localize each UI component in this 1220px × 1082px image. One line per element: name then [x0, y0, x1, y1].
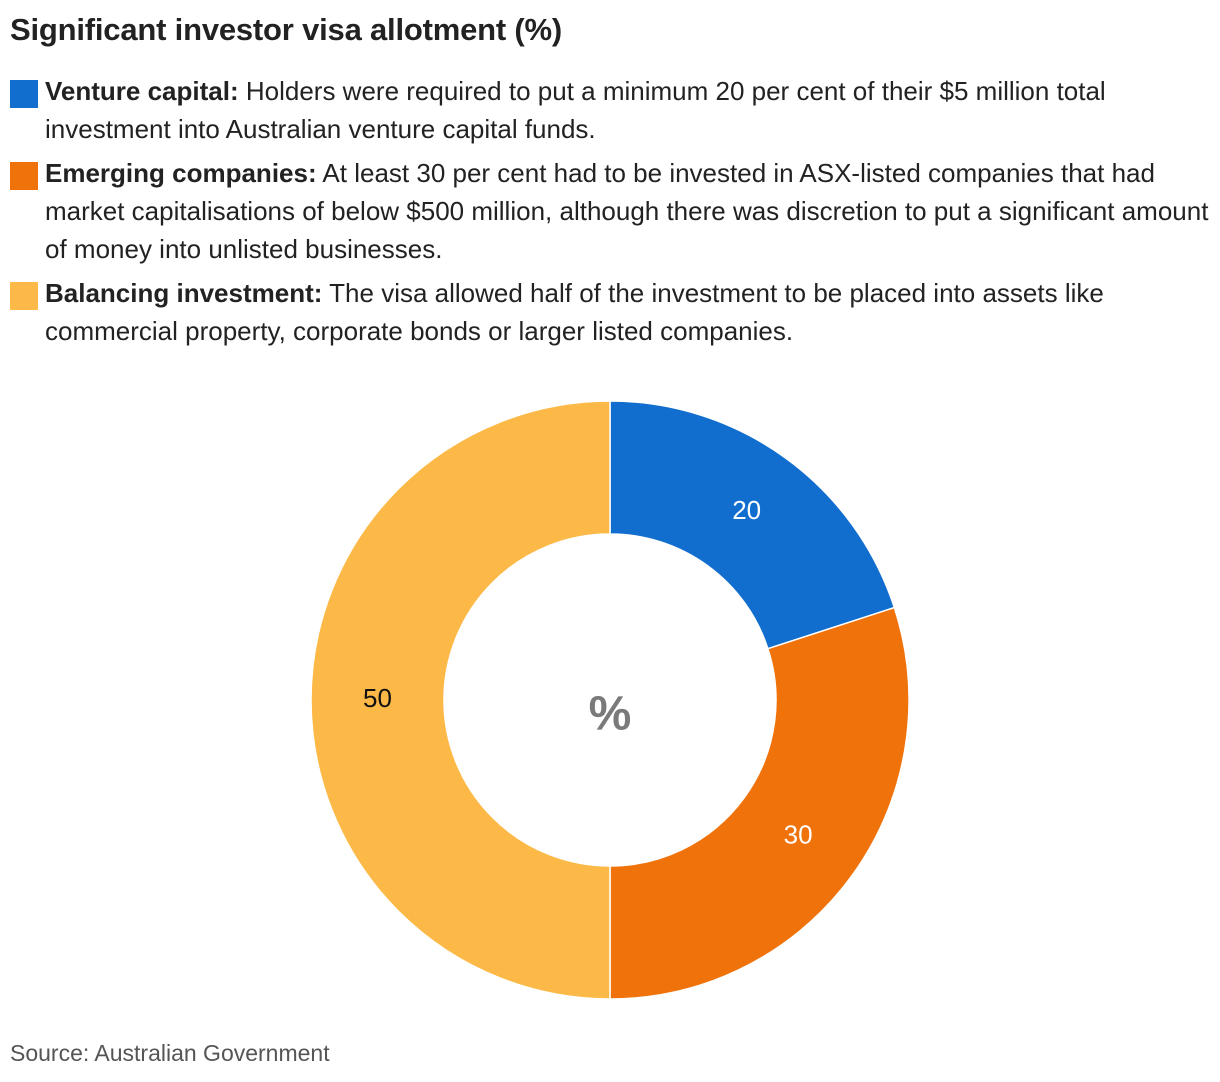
donut-chart-area: 20 30 50 % — [0, 380, 1220, 1020]
chart-title: Significant investor visa allotment (%) — [10, 12, 563, 47]
legend-swatch-emerging-companies — [10, 162, 38, 190]
donut-chart: 20 30 50 % — [310, 400, 910, 1000]
legend-label-balancing-investment: Balancing investment: — [45, 278, 323, 308]
donut-label-venture-capital: 20 — [732, 495, 761, 525]
donut-slice-emerging-companies — [609, 606, 910, 1000]
donut-slice-labels: 20 30 50 — [363, 495, 813, 850]
donut-label-emerging-companies: 30 — [784, 820, 813, 850]
legend-label-venture-capital: Venture capital: — [45, 76, 239, 106]
donut-slice-venture-capital — [609, 400, 896, 650]
legend-label-emerging-companies: Emerging companies: — [45, 158, 317, 188]
source-note: Source: Australian Government — [10, 1040, 330, 1066]
legend: Venture capital: Holders were required t… — [10, 72, 1215, 356]
legend-item-emerging-companies: Emerging companies: At least 30 per cent… — [10, 154, 1215, 268]
donut-slice-balancing-investment — [310, 400, 611, 1000]
legend-item-venture-capital: Venture capital: Holders were required t… — [10, 72, 1215, 148]
legend-text-venture-capital: Holders were required to put a minimum 2… — [45, 76, 1106, 144]
legend-swatch-balancing-investment — [10, 282, 38, 310]
legend-item-balancing-investment: Balancing investment: The visa allowed h… — [10, 274, 1215, 350]
donut-slices — [310, 400, 910, 1000]
legend-text-balancing-investment: The visa allowed half of the investment … — [45, 278, 1104, 346]
legend-text-emerging-companies: At least 30 per cent had to be invested … — [45, 158, 1209, 264]
legend-swatch-venture-capital — [10, 80, 38, 108]
donut-center-label: % — [589, 688, 632, 741]
donut-label-balancing-investment: 50 — [363, 683, 392, 713]
